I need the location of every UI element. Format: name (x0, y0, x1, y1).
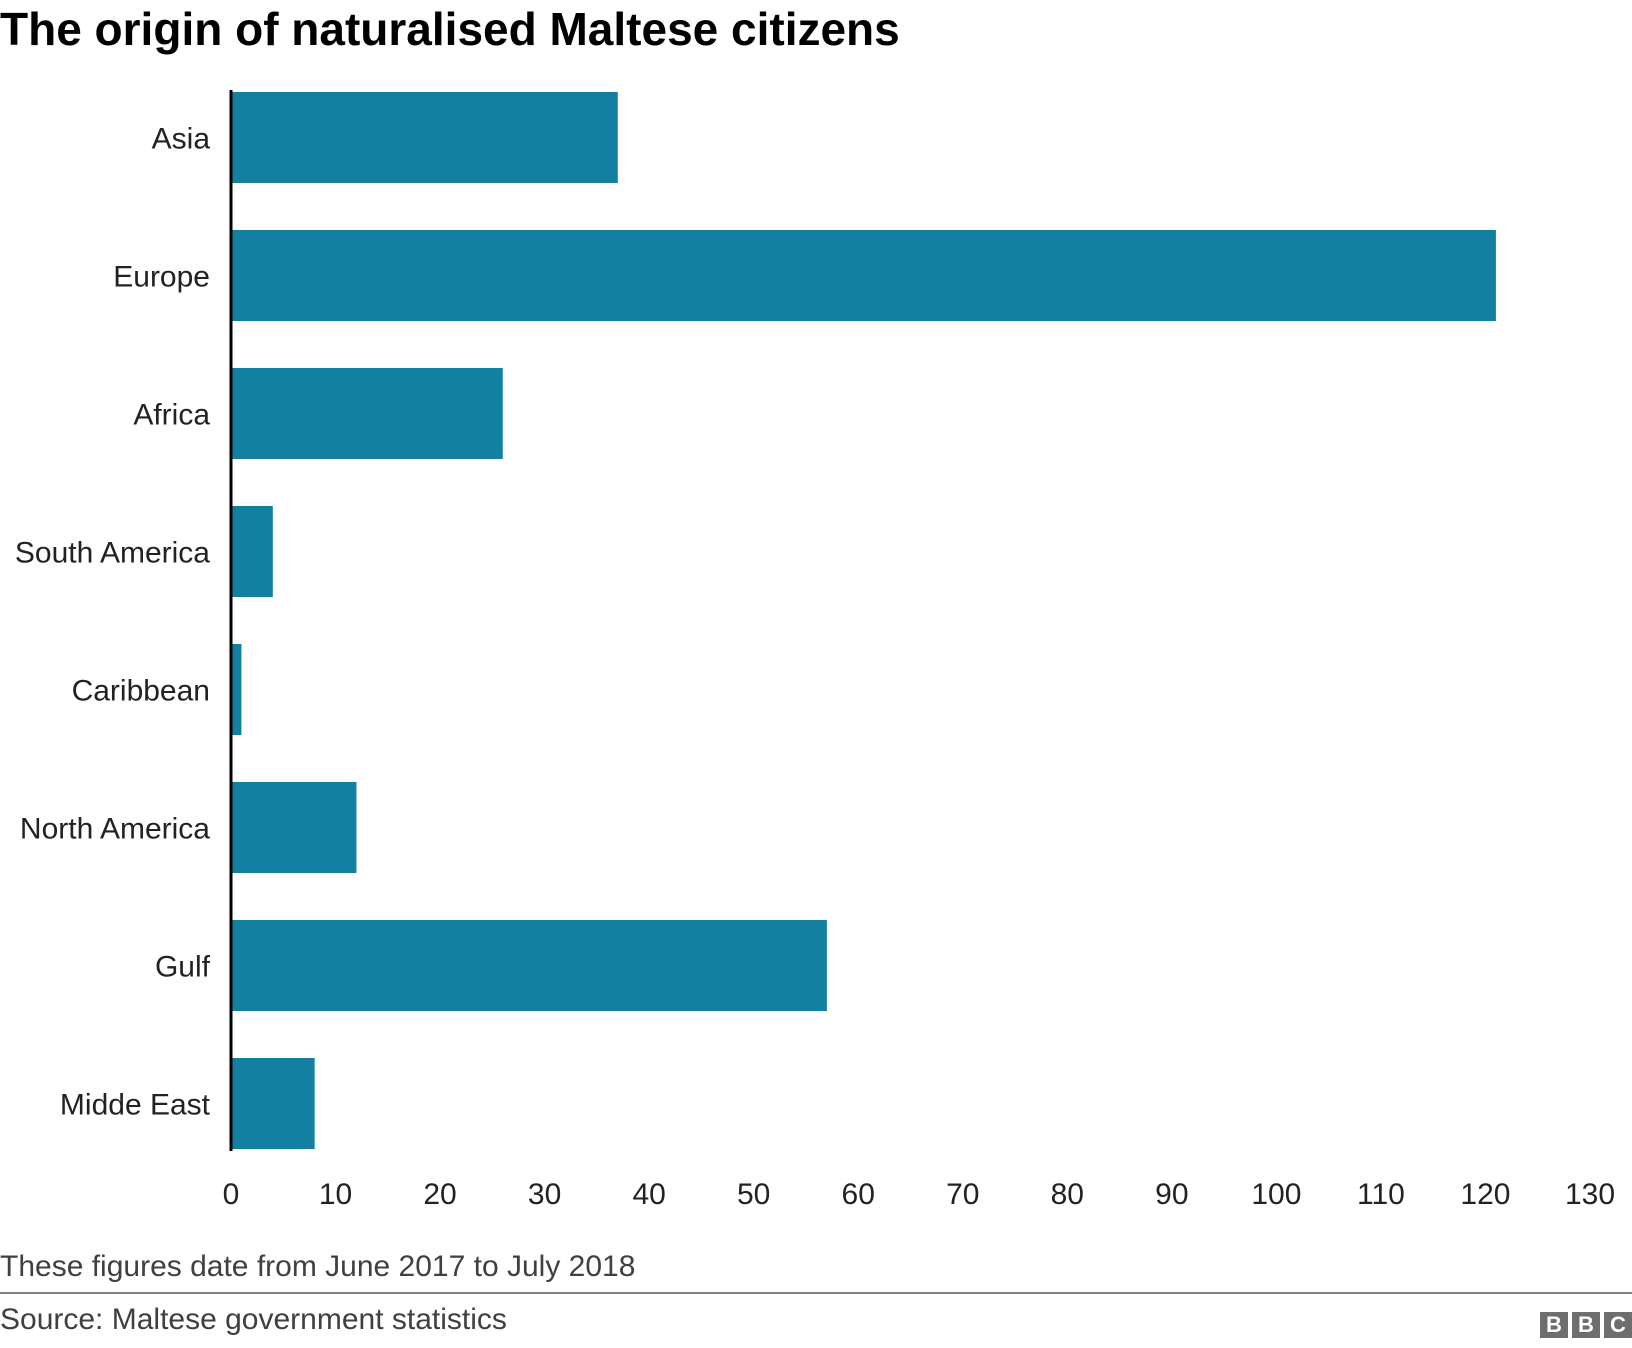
x-tick-label: 60 (842, 1178, 875, 1211)
bbc-logo: B B C (1540, 1312, 1632, 1338)
bar (231, 368, 503, 459)
bar (231, 920, 827, 1011)
x-tick-label: 120 (1460, 1178, 1510, 1211)
x-tick-label: 40 (632, 1178, 665, 1211)
bbc-logo-letter: B (1540, 1312, 1568, 1338)
category-label: Europe (113, 261, 210, 294)
bbc-logo-letter: C (1604, 1312, 1632, 1338)
category-label: Asia (152, 123, 211, 156)
category-label: Africa (133, 399, 210, 432)
bar (231, 230, 1496, 321)
bar (231, 1058, 315, 1149)
x-tick-label: 50 (737, 1178, 770, 1211)
x-tick-label: 110 (1357, 1178, 1405, 1211)
x-tick-label: 0 (223, 1178, 240, 1211)
category-label: Gulf (155, 951, 211, 984)
chart-title: The origin of naturalised Maltese citize… (0, 3, 900, 55)
x-tick-label: 100 (1251, 1178, 1301, 1211)
bar-chart: Asia Europe Africa South America Caribbean No… (15, 90, 1615, 1211)
x-tick-label: 80 (1051, 1178, 1084, 1211)
bar (231, 644, 242, 735)
chart-note: These figures date from June 2017 to Jul… (0, 1250, 636, 1283)
x-tick-label: 130 (1565, 1178, 1615, 1211)
bar (231, 506, 273, 597)
source-text: Source: Maltese government statistics (0, 1303, 507, 1336)
x-tick-label: 70 (946, 1178, 979, 1211)
x-tick-label: 10 (319, 1178, 352, 1211)
x-tick-label: 30 (528, 1178, 561, 1211)
bar (231, 92, 618, 183)
x-tick-label: 20 (423, 1178, 456, 1211)
category-label: Caribbean (72, 675, 210, 708)
bar (231, 782, 357, 873)
x-tick-label: 90 (1155, 1178, 1188, 1211)
category-label: North America (20, 813, 210, 846)
bbc-logo-letter: B (1572, 1312, 1600, 1338)
category-label: South America (15, 537, 210, 570)
footer-divider (0, 1292, 1632, 1294)
category-label: Midde East (60, 1089, 211, 1122)
